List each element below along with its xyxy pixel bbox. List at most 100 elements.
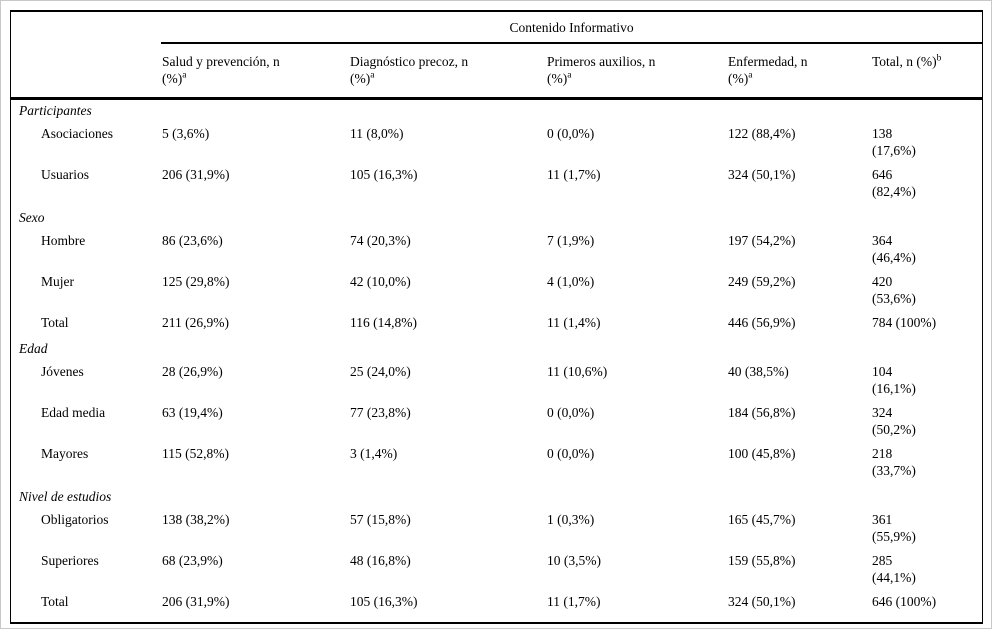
column-header-line1: Total, n (%) — [872, 54, 937, 69]
total-cell: 364 (46,4%) — [872, 233, 916, 265]
value-cell: 122 (88,4%) — [728, 126, 796, 141]
table-row: Usuarios 206 (31,9%) 105 (16,3%) 11 (1,7%) 3… — [11, 166, 982, 207]
value-cell: 206 (31,9%) — [162, 594, 230, 609]
value-cell: 159 (55,8%) — [728, 553, 796, 568]
value-cell: 77 (23,8%) — [350, 405, 411, 420]
value-cell: 105 (16,3%) — [350, 594, 418, 609]
value-cell: 100 (45,8%) — [728, 446, 796, 461]
stats-table: Contenido Informativo Salud y prevención… — [11, 12, 983, 623]
value-cell: 86 (23,6%) — [162, 233, 223, 248]
footnote-marker: a — [370, 70, 375, 81]
value-cell: 3 (1,4%) — [350, 446, 398, 461]
value-cell: 11 (1,7%) — [547, 167, 601, 182]
value-cell: 42 (10,0%) — [350, 274, 411, 289]
column-header: Primeros auxilios, n (%)a — [546, 43, 727, 100]
column-header-line1: Enfermedad, n — [728, 54, 808, 69]
column-header-line2: (%) — [728, 71, 749, 86]
table-row: Mayores 115 (52,8%) 3 (1,4%) 0 (0,0%) 100 (4… — [11, 445, 982, 486]
value-cell: 4 (1,0%) — [547, 274, 595, 289]
row-label: Obligatorios — [41, 512, 109, 527]
value-cell: 7 (1,9%) — [547, 233, 595, 248]
value-cell: 211 (26,9%) — [162, 315, 229, 330]
value-cell: 115 (52,8%) — [162, 446, 229, 461]
row-label: Asociaciones — [41, 126, 113, 141]
row-label: Superiores — [41, 553, 99, 568]
total-cell: 646 (82,4%) — [872, 167, 916, 199]
value-cell: 74 (20,3%) — [350, 233, 411, 248]
section-row: Nivel de estudios — [11, 486, 982, 511]
total-cell: 420 (53,6%) — [872, 274, 916, 306]
value-cell: 184 (56,8%) — [728, 405, 796, 420]
section-row: Participantes — [11, 99, 982, 126]
value-cell: 249 (59,2%) — [728, 274, 796, 289]
table-row: Total 206 (31,9%) 105 (16,3%) 11 (1,7%) 324 … — [11, 593, 982, 622]
value-cell: 25 (24,0%) — [350, 364, 411, 379]
row-label: Total — [41, 594, 69, 609]
spanner-row: Contenido Informativo — [11, 12, 983, 44]
footnote-marker: a — [567, 70, 572, 81]
row-header-blank — [11, 43, 161, 100]
column-header: Salud y prevención, n (%)a — [161, 43, 349, 100]
column-header-line2: (%) — [350, 71, 371, 86]
value-cell: 324 (50,1%) — [728, 167, 796, 182]
total-cell: 285 (44,1%) — [872, 553, 916, 585]
value-cell: 10 (3,5%) — [547, 553, 601, 568]
column-header-line1: Salud y prevención, n — [162, 54, 280, 69]
value-cell: 138 (38,2%) — [162, 512, 230, 527]
table-frame: Contenido Informativo Salud y prevención… — [10, 10, 983, 624]
value-cell: 40 (38,5%) — [728, 364, 789, 379]
value-cell: 324 (50,1%) — [728, 594, 796, 609]
column-header: Enfermedad, n (%)a — [727, 43, 871, 100]
table-row: Obligatorios 138 (38,2%) 57 (15,8%) 1 (0,3%… — [11, 511, 982, 552]
row-label: Usuarios — [41, 167, 89, 182]
value-cell: 11 (1,7%) — [547, 594, 601, 609]
row-label: Hombre — [41, 233, 86, 248]
table-row: Total 211 (26,9%) 116 (14,8%) 11 (1,4%) 446 … — [11, 314, 982, 338]
value-cell: 0 (0,0%) — [547, 446, 595, 461]
section-heading: Nivel de estudios — [19, 489, 112, 504]
value-cell: 11 (10,6%) — [547, 364, 608, 379]
footnote-marker: a — [748, 70, 753, 81]
table-body: Participantes Asociaciones 5 (3,6%) 11 (8,0… — [11, 99, 982, 623]
value-cell: 116 (14,8%) — [350, 315, 417, 330]
column-header-line1: Diagnóstico precoz, n — [350, 54, 469, 69]
column-header: Diagnóstico precoz, n (%)a — [349, 43, 546, 100]
value-cell: 57 (15,8%) — [350, 512, 411, 527]
value-cell: 63 (19,4%) — [162, 405, 223, 420]
section-heading: Participantes — [19, 103, 92, 118]
section-row: Edad — [11, 338, 982, 363]
column-header-line1: Primeros auxilios, n — [547, 54, 656, 69]
value-cell: 0 (0,0%) — [547, 405, 595, 420]
value-cell: 105 (16,3%) — [350, 167, 418, 182]
total-cell: 646 (100%) — [872, 594, 937, 609]
row-label: Edad media — [41, 405, 106, 420]
value-cell: 125 (29,8%) — [162, 274, 230, 289]
column-header-row: Salud y prevención, n (%)a Diagnóstico pre… — [11, 43, 983, 100]
total-cell: 784 (100%) — [872, 315, 937, 330]
value-cell: 0 (0,0%) — [547, 126, 595, 141]
table-row: Asociaciones 5 (3,6%) 11 (8,0%) 0 (0,0%) 122… — [11, 125, 982, 166]
value-cell: 11 (8,0%) — [350, 126, 404, 141]
value-cell: 68 (23,9%) — [162, 553, 223, 568]
row-label: Mayores — [41, 446, 89, 461]
section-row: Sexo — [11, 207, 982, 232]
total-cell: 324 (50,2%) — [872, 405, 916, 437]
total-cell: 138 (17,6%) — [872, 126, 916, 158]
table-spanner-heading: Contenido Informativo — [161, 12, 983, 44]
row-label: Jóvenes — [41, 364, 84, 379]
table-row: Hombre 86 (23,6%) 74 (20,3%) 7 (1,9%) 197 (5… — [11, 232, 982, 273]
footnote-marker: a — [182, 70, 187, 81]
value-cell: 206 (31,9%) — [162, 167, 230, 182]
row-label: Total — [41, 315, 69, 330]
table-row: Mujer 125 (29,8%) 42 (10,0%) 4 (1,0%) 249 (5… — [11, 273, 982, 314]
value-cell: 48 (16,8%) — [350, 553, 411, 568]
value-cell: 5 (3,6%) — [162, 126, 210, 141]
section-heading: Sexo — [19, 210, 45, 225]
column-header-line2: (%) — [547, 71, 568, 86]
value-cell: 28 (26,9%) — [162, 364, 223, 379]
value-cell: 1 (0,3%) — [547, 512, 595, 527]
footnote-marker: b — [936, 53, 942, 64]
total-cell: 104 (16,1%) — [872, 364, 916, 396]
row-label: Mujer — [41, 274, 74, 289]
